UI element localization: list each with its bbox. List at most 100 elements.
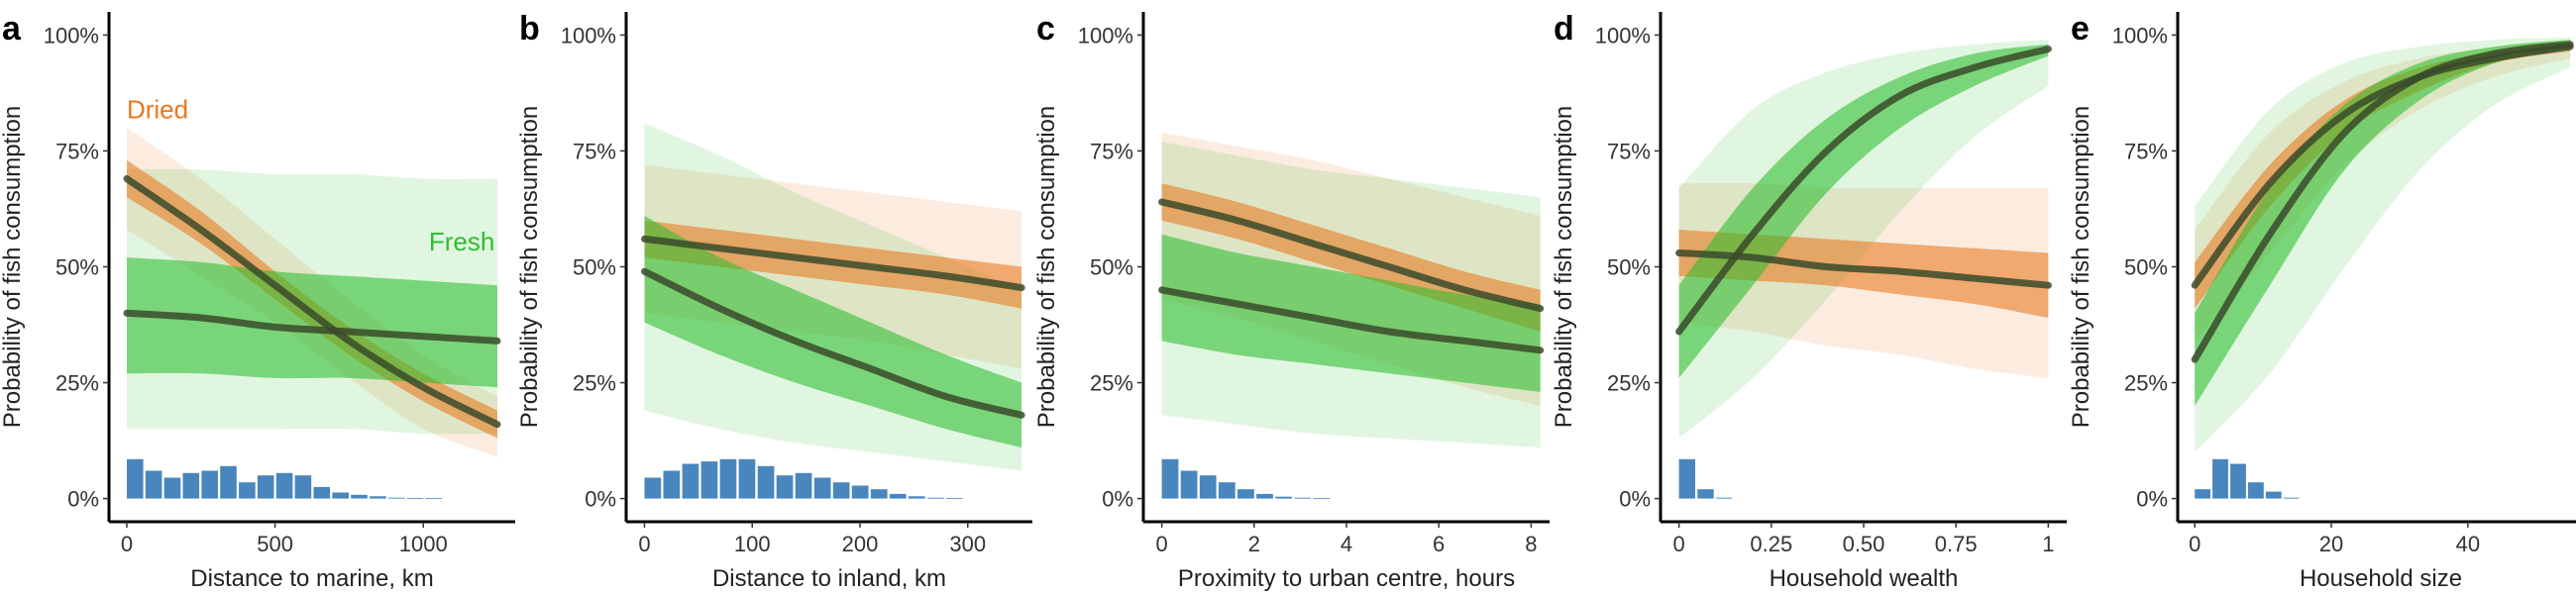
- panel-letter: e: [2071, 10, 2090, 48]
- histogram-bar: [1294, 497, 1312, 499]
- x-tick-label: 200: [842, 532, 879, 556]
- histogram-bar: [2265, 491, 2282, 499]
- panel-c: 0% 25% 50% 75% 100% 0 2 4 6 8 Proximity to urban c…: [1033, 10, 1550, 592]
- histogram-bar: [1218, 482, 1235, 499]
- histogram-bar: [1180, 470, 1198, 499]
- histogram-bar: [406, 498, 424, 499]
- y-tick-label: 100%: [561, 23, 616, 48]
- y-tick-label: 100%: [1595, 23, 1651, 48]
- histogram-bar: [239, 482, 256, 499]
- y-tick-label: 75%: [1090, 139, 1133, 163]
- curve-fresh: [2191, 41, 2574, 363]
- histogram-bar: [387, 497, 405, 499]
- x-tick-label: 1: [2042, 532, 2054, 556]
- y-tick-label: 50%: [1607, 255, 1651, 280]
- histogram-bar: [757, 465, 775, 499]
- x-tick-label: 0: [2189, 532, 2200, 556]
- y-tick-label: 25%: [1607, 371, 1651, 396]
- histogram-bar: [663, 470, 681, 499]
- y-tick-label: 100%: [2112, 23, 2168, 48]
- y-axis-title: Probability of fish consumption: [0, 106, 26, 429]
- y-tick-label: 25%: [55, 371, 99, 396]
- y-tick-label: 75%: [1607, 139, 1651, 163]
- histogram-bar: [1715, 497, 1733, 499]
- y-tick-label: 25%: [2124, 371, 2168, 396]
- ci-band-fresh: [127, 257, 497, 388]
- histogram-bar: [776, 475, 794, 499]
- histogram-bar: [163, 477, 181, 499]
- histogram-bar: [682, 463, 699, 499]
- x-tick-label: 0.25: [1750, 532, 1792, 556]
- panel-letter: a: [2, 10, 22, 48]
- y-axis-title: Probability of fish consumption: [516, 106, 543, 429]
- panel-a: 0% 25% 50% 75% 100% 0 500 1000 Distance to marin…: [0, 10, 515, 592]
- x-axis-title: Distance to inland, km: [712, 565, 946, 592]
- x-tick-label: 0: [121, 532, 133, 556]
- histogram-bar: [813, 477, 831, 499]
- histogram-bar: [275, 472, 293, 499]
- y-tick-label: 50%: [573, 255, 616, 280]
- y-axis-title: Probability of fish consumption: [1033, 106, 1060, 429]
- y-tick-label: 0%: [1102, 487, 1133, 512]
- histogram-bar: [1275, 496, 1293, 499]
- y-tick-label: 100%: [1078, 23, 1133, 48]
- histogram-bar: [1237, 489, 1254, 499]
- pi-band-fresh: [1678, 40, 2049, 439]
- x-tick-label: 4: [1341, 532, 1352, 556]
- annotation-fresh: Fresh: [429, 227, 494, 256]
- histogram-bar: [889, 493, 907, 499]
- y-tick-label: 75%: [573, 139, 616, 163]
- y-tick-label: 0%: [585, 487, 616, 512]
- y-tick-label: 50%: [2124, 255, 2168, 280]
- x-tick-label: 0: [1156, 532, 1168, 556]
- x-tick-label: 8: [1525, 532, 1537, 556]
- x-tick-label: 0: [1673, 532, 1685, 556]
- histogram-bar: [700, 461, 718, 499]
- histogram-bar: [257, 475, 274, 499]
- histogram-bar: [1199, 475, 1217, 499]
- ci-band-fresh: [1678, 44, 2049, 378]
- y-tick-label: 75%: [55, 139, 99, 163]
- x-tick-label: 0.75: [1935, 532, 1978, 556]
- y-tick-label: 0%: [1619, 487, 1651, 512]
- curve-fresh: [1675, 46, 2052, 336]
- x-axis-title: Household size: [2300, 565, 2462, 592]
- x-tick-label: 500: [257, 532, 293, 556]
- histogram-bar: [1313, 498, 1331, 499]
- ci-band-fresh: [2195, 40, 2571, 406]
- histogram-bar: [870, 489, 888, 499]
- annotation-dried: Dried: [127, 95, 188, 125]
- y-axis-title: Probability of fish consumption: [2068, 106, 2094, 429]
- histogram-bar: [182, 472, 200, 499]
- x-axis-title: Household wealth: [1770, 565, 1959, 592]
- curve-dried: [641, 235, 1025, 292]
- y-tick-label: 100%: [44, 23, 99, 48]
- panel-d: 0% 25% 50% 75% 100% 0 0.25 0.50 0.75 1 Household w…: [1551, 10, 2067, 592]
- histogram-bar: [1256, 493, 1273, 499]
- x-axis-title: Distance to marine, km: [190, 565, 433, 592]
- panel-letter: b: [519, 10, 540, 48]
- histogram-bar: [2195, 489, 2210, 499]
- y-tick-label: 50%: [55, 255, 99, 280]
- histogram-bar: [795, 472, 812, 499]
- curve-dried: [1158, 198, 1545, 313]
- panel-e: 0% 25% 50% 75% 100% 0 20 40 Household size Probab…: [2068, 10, 2576, 592]
- histogram-bar: [425, 498, 443, 499]
- y-axis-title: Probability of fish consumption: [1551, 106, 1577, 429]
- histogram-bar: [908, 496, 925, 499]
- curve-fresh: [1158, 286, 1545, 354]
- histogram-bar: [332, 492, 349, 499]
- histogram-bar: [294, 475, 312, 499]
- histogram-bar: [2248, 482, 2264, 499]
- ci-band-fresh: [1161, 234, 1541, 392]
- y-tick-label: 0%: [2136, 487, 2168, 512]
- x-tick-label: 40: [2456, 532, 2480, 556]
- histogram-bar: [1697, 489, 1714, 499]
- x-axis-title: Proximity to urban centre, hours: [1178, 565, 1515, 592]
- curve-dried: [2191, 43, 2574, 289]
- y-tick-label: 0%: [67, 487, 99, 512]
- histogram-bar: [832, 482, 850, 499]
- x-tick-label: 1000: [399, 532, 448, 556]
